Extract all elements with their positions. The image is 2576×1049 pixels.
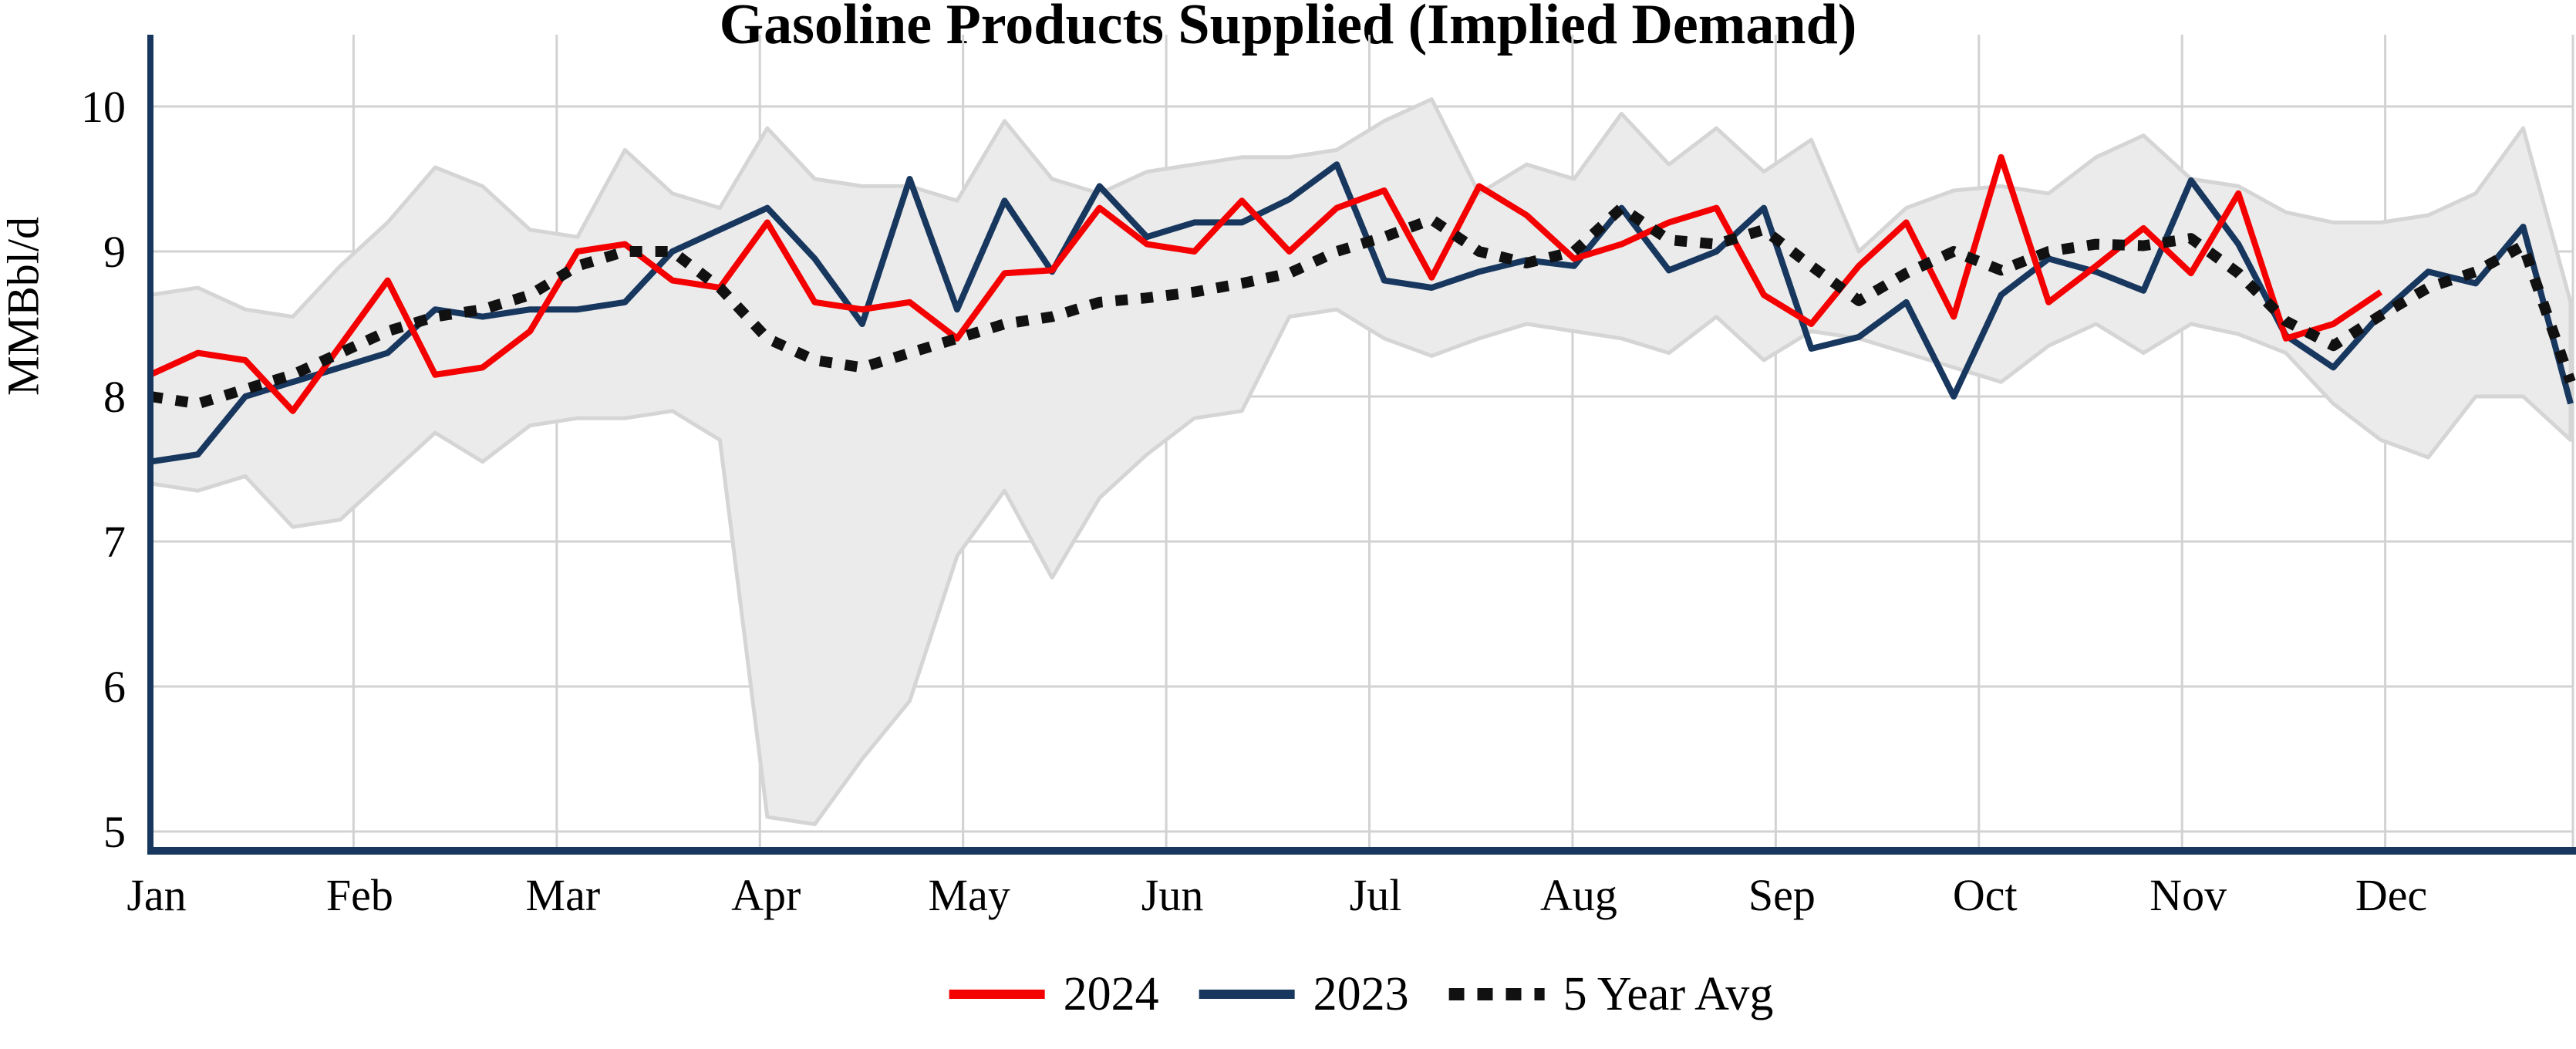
y-tick-label-7: 7 xyxy=(103,517,126,567)
series-2024-line xyxy=(149,153,2383,414)
legend: 2024 2023 5 Year Avg xyxy=(949,968,1774,1020)
x-tick-label-Jun: Jun xyxy=(1141,870,1204,920)
x-tick-label-Sep: Sep xyxy=(1748,870,1816,920)
x-tick-label-Nov: Nov xyxy=(2149,870,2227,920)
legend-label-2024: 2024 xyxy=(1063,968,1159,1020)
x-tick-label-Jan: Jan xyxy=(126,870,186,920)
x-tick-label-May: May xyxy=(929,870,1010,920)
legend-label-2023: 2023 xyxy=(1313,968,1409,1020)
x-tick-label-Apr: Apr xyxy=(731,870,801,920)
legend-label-5yr-avg: 5 Year Avg xyxy=(1563,968,1774,1020)
legend-item-5yr-avg: 5 Year Avg xyxy=(1448,968,1774,1020)
x-tick-label-Oct: Oct xyxy=(1953,870,2018,920)
x-tick-label-Dec: Dec xyxy=(2355,870,2427,920)
series-5yr-avg-line xyxy=(149,202,2576,410)
y-tick-label-5: 5 xyxy=(103,807,126,857)
series-2023-line xyxy=(150,161,2574,465)
x-tick-label-Aug: Aug xyxy=(1540,870,1617,920)
legend-item-2024: 2024 xyxy=(949,970,1159,1018)
y-tick-label-8: 8 xyxy=(103,372,126,422)
x-tick-label-Feb: Feb xyxy=(326,870,393,920)
band-5yr-range xyxy=(148,97,2573,827)
x-tick-label-Mar: Mar xyxy=(526,870,601,920)
legend-swatch-5yr-avg xyxy=(1448,988,1545,1000)
y-tick-label-10: 10 xyxy=(81,82,126,132)
chart-title: Gasoline Products Supplied (Implied Dema… xyxy=(719,0,1857,56)
y-tick-label-9: 9 xyxy=(103,227,126,277)
legend-item-2023: 2023 xyxy=(1199,970,1409,1018)
legend-swatch-2024 xyxy=(949,990,1045,999)
x-tick-label-Jul: Jul xyxy=(1350,870,1402,920)
legend-swatch-2023 xyxy=(1199,990,1295,999)
y-tick-label-6: 6 xyxy=(103,662,126,712)
